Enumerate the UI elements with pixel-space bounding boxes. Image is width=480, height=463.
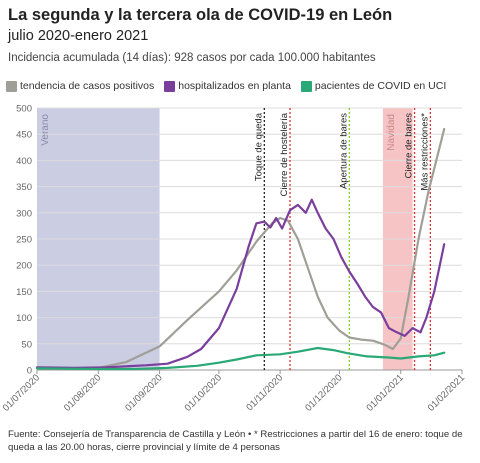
x-tick-label: 01/10/2020 [183,372,224,413]
event-label-2: Apertura de bares [338,113,349,189]
y-tick-label: 0 [27,366,32,377]
y-tick-label: 250 [16,235,32,246]
y-tick-label: 100 [16,313,32,324]
legend-item-hospitalized[interactable]: hospitalizados en planta [164,80,291,92]
x-tick-label: 01/09/2020 [123,372,164,413]
legend-swatch-hospitalized [164,80,176,92]
event-label-0: Toque de queda [253,112,264,181]
event-label-3: Cierre de bares [404,113,415,179]
x-tick-label: 01/12/2020 [303,372,344,413]
series-line-1 [35,198,446,369]
legend-label-trend: tendencia de casos positivos [20,80,155,92]
legend-label-icu: pacientes de COVID en UCI [314,80,447,92]
y-tick-label: 50 [21,339,32,350]
legend-item-trend[interactable]: tendencia de casos positivos [6,80,154,92]
y-tick-label: 450 [16,130,32,141]
x-tick-label: 01/02/2021 [426,372,467,413]
legend: tendencia de casos positivos hospitaliza… [6,80,446,92]
chart-title: La segunda y la tercera ola de COVID-19 … [8,6,393,24]
y-tick-label: 300 [16,208,32,219]
event-label-1: Cierre de hostelería [279,112,290,196]
legend-swatch-trend [6,80,17,92]
x-tick-label: 01/01/2021 [364,372,405,413]
event-label-4: Más restricciones* [419,113,430,191]
legend-label-hospitalized: hospitalizados en planta [178,80,291,92]
y-tick-label: 400 [16,156,32,167]
x-tick-label: 01/11/2020 [244,372,285,413]
series-line-2 [35,346,446,371]
band-label-1: Navidad [386,114,397,151]
y-tick-label: 350 [16,182,32,193]
series-line-0 [35,127,446,371]
incidence-caption: Incidencia acumulada (14 días): 928 caso… [8,52,376,64]
x-tick-label: 01/07/2020 [1,372,42,413]
source-note: Fuente: Consejería de Transparencia de C… [8,429,463,453]
band-label-0: Verano [40,114,51,146]
y-tick-label: 150 [16,287,32,298]
legend-item-icu[interactable]: pacientes de COVID en UCI [300,80,447,92]
y-tick-label: 500 [16,104,32,115]
y-tick-label: 200 [16,261,32,272]
x-tick-label: 01/08/2020 [62,372,103,413]
chart-subtitle: julio 2020-enero 2021 [8,28,149,44]
legend-swatch-icu [300,80,312,92]
